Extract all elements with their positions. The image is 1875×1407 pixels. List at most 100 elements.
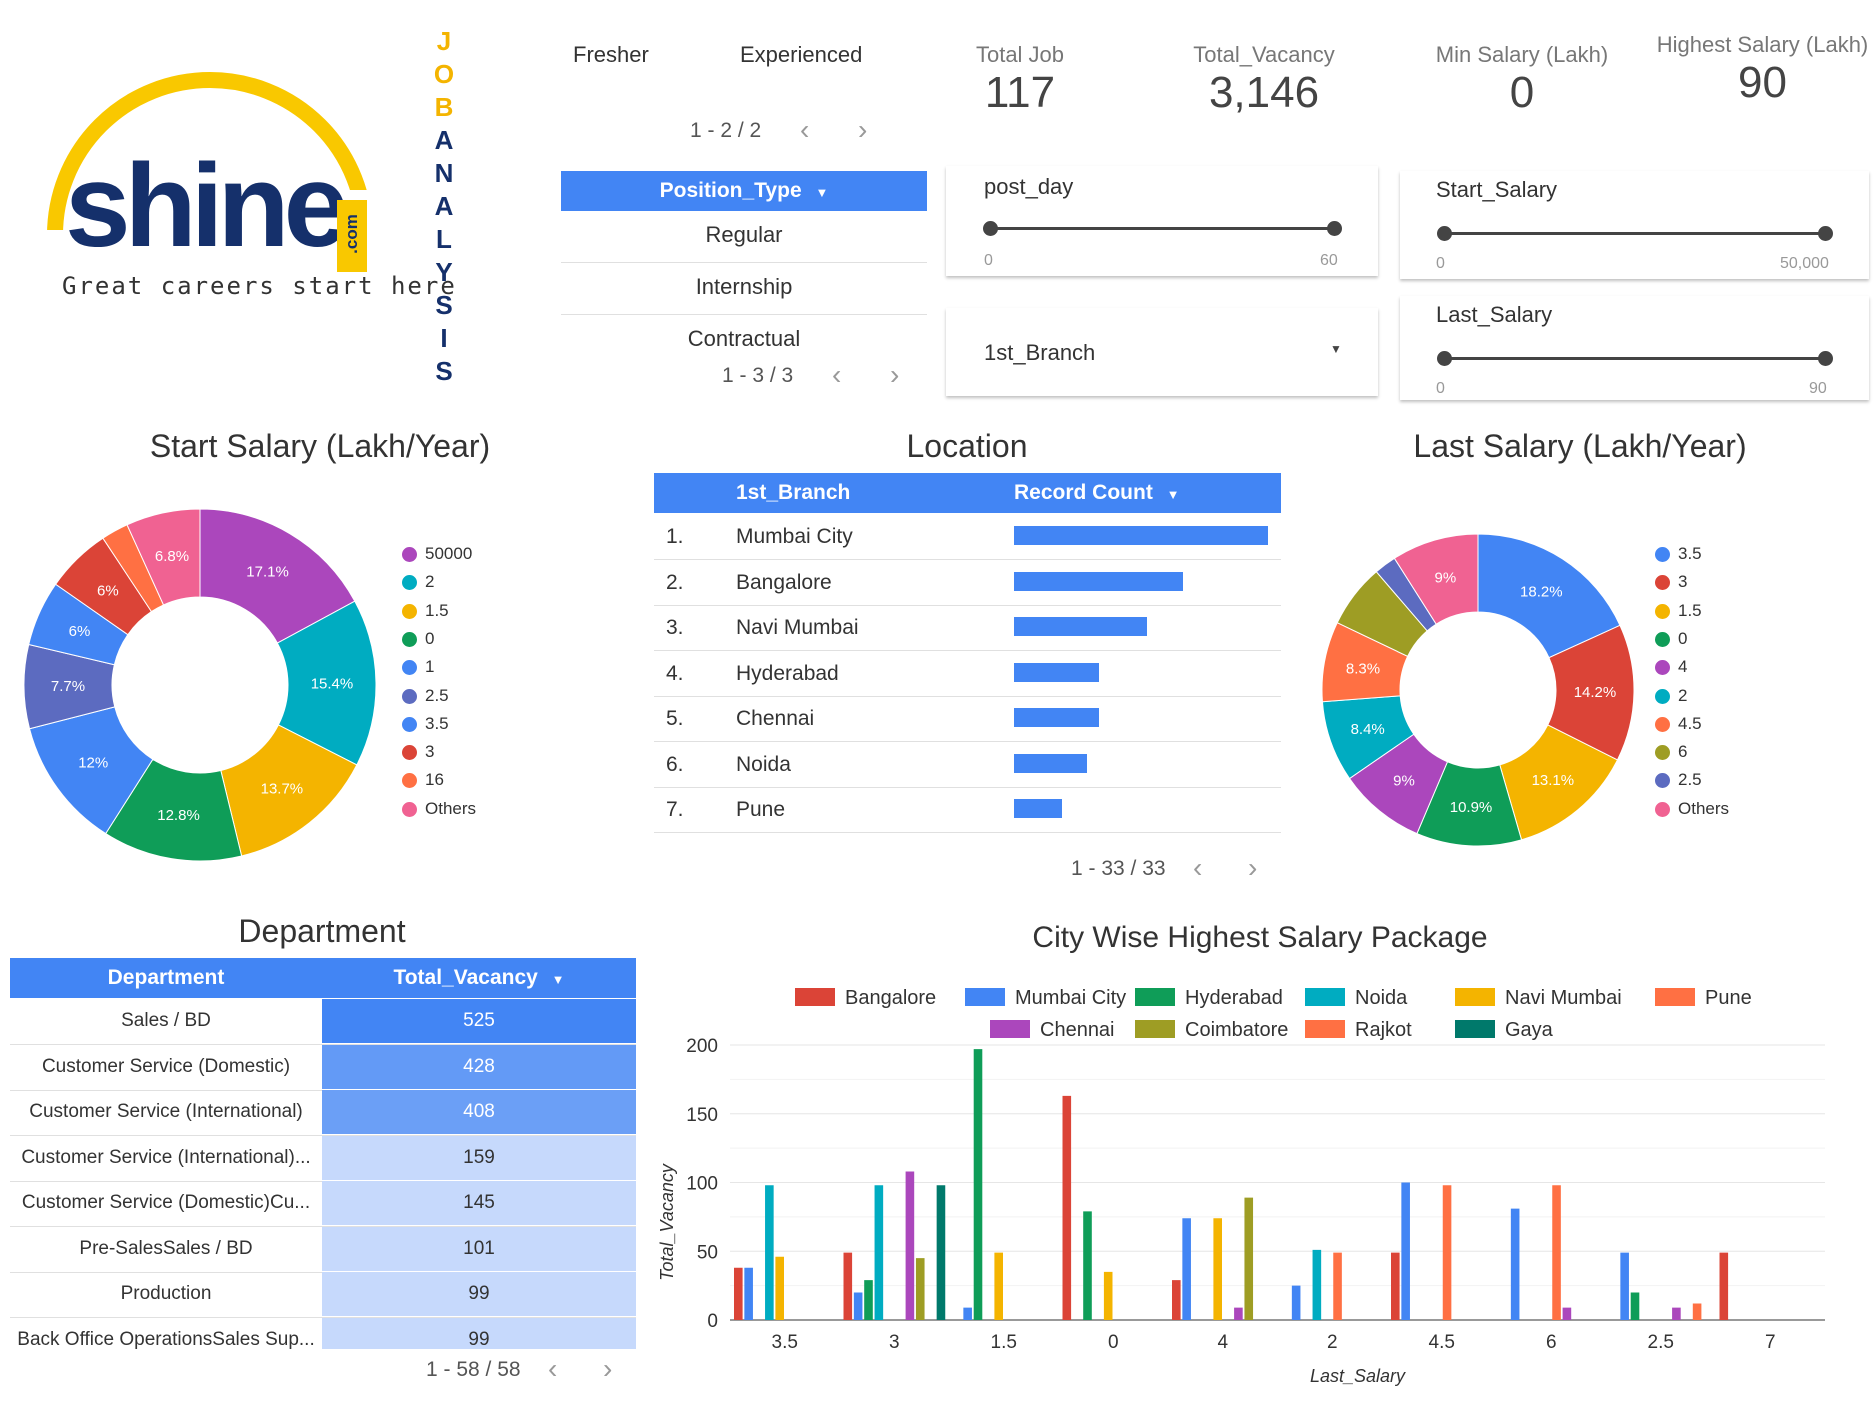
bar[interactable]: [864, 1280, 873, 1320]
table-row[interactable]: 3. Navi Mumbai: [654, 605, 1281, 651]
table-row[interactable]: 2. Bangalore: [654, 560, 1281, 606]
prev-page-icon[interactable]: ‹: [548, 1353, 558, 1384]
legend-label[interactable]: Rajkot: [1355, 1019, 1412, 1041]
bar[interactable]: [1562, 1307, 1572, 1320]
donut-slice[interactable]: [199, 508, 356, 644]
prev-page-icon[interactable]: ‹: [800, 114, 810, 145]
table-row[interactable]: Production 99: [10, 1272, 636, 1318]
table-row[interactable]: 5. Chennai: [654, 696, 1281, 742]
next-page-icon[interactable]: ›: [1248, 852, 1258, 883]
bar[interactable]: [765, 1185, 774, 1320]
bar[interactable]: [1312, 1249, 1322, 1320]
table-row[interactable]: 4. Hyderabad: [654, 651, 1281, 697]
location-col-record-count[interactable]: Record Count ▼: [1014, 473, 1180, 515]
last-salary-max-handle[interactable]: [1818, 351, 1833, 366]
position-type-row-internship[interactable]: Internship: [561, 264, 927, 315]
start-salary-legend: 50000 2 1.5 0 1 2.5 3.5 3 16 Others: [402, 544, 512, 824]
experience-tab-experienced[interactable]: Experienced: [740, 42, 863, 67]
bar[interactable]: [1692, 1303, 1702, 1321]
legend-label[interactable]: Hyderabad: [1185, 987, 1283, 1009]
bar[interactable]: [874, 1185, 884, 1320]
bar[interactable]: [1213, 1218, 1222, 1320]
bar[interactable]: [915, 1258, 925, 1320]
bar[interactable]: [1172, 1280, 1181, 1320]
position-type-header[interactable]: Position_Type ▼: [561, 171, 927, 211]
bar[interactable]: [1333, 1252, 1342, 1320]
bar[interactable]: [1391, 1252, 1400, 1320]
legend-label[interactable]: Navi Mumbai: [1505, 987, 1622, 1009]
post-day-max-handle[interactable]: [1327, 221, 1342, 236]
legend-label[interactable]: Bangalore: [845, 987, 936, 1009]
bar[interactable]: [1182, 1218, 1191, 1320]
prev-page-icon[interactable]: ‹: [832, 359, 842, 390]
location-col-branch[interactable]: 1st_Branch: [736, 481, 851, 504]
bar[interactable]: [775, 1256, 784, 1320]
bar[interactable]: [1672, 1307, 1681, 1320]
bar[interactable]: [1244, 1197, 1254, 1320]
bar[interactable]: [994, 1252, 1003, 1320]
bar[interactable]: [1401, 1182, 1410, 1321]
table-row[interactable]: Customer Service (International)... 159: [10, 1135, 636, 1182]
legend-label[interactable]: Chennai: [1040, 1019, 1115, 1041]
legend-label[interactable]: Noida: [1355, 987, 1408, 1009]
bar[interactable]: [1083, 1211, 1092, 1320]
bar[interactable]: [1552, 1185, 1561, 1320]
donut-slice[interactable]: [1477, 533, 1621, 659]
start-salary-max-handle[interactable]: [1818, 226, 1833, 241]
bar[interactable]: [1630, 1292, 1640, 1321]
table-row[interactable]: Customer Service (Domestic) 428: [10, 1044, 636, 1091]
bar[interactable]: [843, 1252, 853, 1320]
position-type-pager: 1 - 3 / 3 ‹ ›: [722, 359, 899, 390]
bar[interactable]: [936, 1185, 946, 1320]
legend-label[interactable]: Gaya: [1505, 1019, 1554, 1041]
post-day-min-handle[interactable]: [983, 221, 998, 236]
prev-page-icon[interactable]: ‹: [1193, 852, 1203, 883]
bar[interactable]: [734, 1267, 743, 1320]
branch-dropdown[interactable]: 1st_Branch ▼: [946, 308, 1378, 396]
bar[interactable]: [1620, 1252, 1629, 1320]
start-salary-track[interactable]: [1444, 232, 1825, 235]
next-page-icon[interactable]: ›: [858, 114, 868, 145]
bar[interactable]: [1062, 1095, 1072, 1320]
bar[interactable]: [1510, 1208, 1520, 1320]
donut-slice[interactable]: [276, 600, 377, 766]
donut-slice[interactable]: [126, 508, 201, 606]
bar[interactable]: [1291, 1285, 1301, 1320]
department-col-vacancy[interactable]: Total_Vacancy ▼: [322, 958, 636, 1000]
bar[interactable]: [963, 1307, 972, 1320]
table-row[interactable]: Sales / BD 525: [10, 999, 636, 1045]
bar[interactable]: [1234, 1307, 1243, 1320]
table-row[interactable]: Customer Service (Domestic)Cu... 145: [10, 1181, 636, 1227]
table-row[interactable]: 7. Pune: [654, 787, 1281, 833]
position-type-row-contractual[interactable]: Contractual: [561, 316, 927, 356]
donut-slice[interactable]: [1393, 533, 1479, 625]
last-salary-min-handle[interactable]: [1437, 351, 1452, 366]
vacancy-cell: 101: [322, 1226, 636, 1271]
table-row[interactable]: Customer Service (International) 408: [10, 1090, 636, 1136]
bar[interactable]: [853, 1292, 863, 1321]
location-pager-text: 1 - 33 / 33: [1071, 857, 1166, 880]
next-page-icon[interactable]: ›: [890, 359, 900, 390]
table-row[interactable]: Back Office OperationsSales Sup... 99: [10, 1317, 636, 1349]
table-row[interactable]: 1. Mumbai City: [654, 514, 1281, 560]
experience-tab-fresher[interactable]: Fresher: [573, 42, 649, 67]
bar[interactable]: [1103, 1271, 1113, 1320]
donut-slice-label: 15.4%: [311, 675, 354, 692]
position-type-row-regular[interactable]: Regular: [561, 212, 927, 263]
legend-label[interactable]: Mumbai City: [1015, 987, 1126, 1009]
post-day-track[interactable]: [990, 227, 1334, 230]
bar[interactable]: [1442, 1185, 1452, 1320]
table-row[interactable]: 6. Noida: [654, 742, 1281, 788]
legend-label[interactable]: Pune: [1705, 987, 1752, 1009]
table-row[interactable]: Pre-SalesSales / BD 101: [10, 1226, 636, 1273]
bar[interactable]: [744, 1267, 753, 1320]
next-page-icon[interactable]: ›: [603, 1353, 613, 1384]
department-col-name[interactable]: Department: [107, 966, 225, 989]
bar[interactable]: [905, 1171, 915, 1321]
start-salary-min-handle[interactable]: [1437, 226, 1452, 241]
legend-label[interactable]: Coimbatore: [1185, 1019, 1288, 1041]
bar[interactable]: [973, 1049, 983, 1320]
bar[interactable]: [1719, 1252, 1729, 1320]
row-index: 6.: [666, 752, 684, 776]
last-salary-track[interactable]: [1444, 357, 1825, 360]
